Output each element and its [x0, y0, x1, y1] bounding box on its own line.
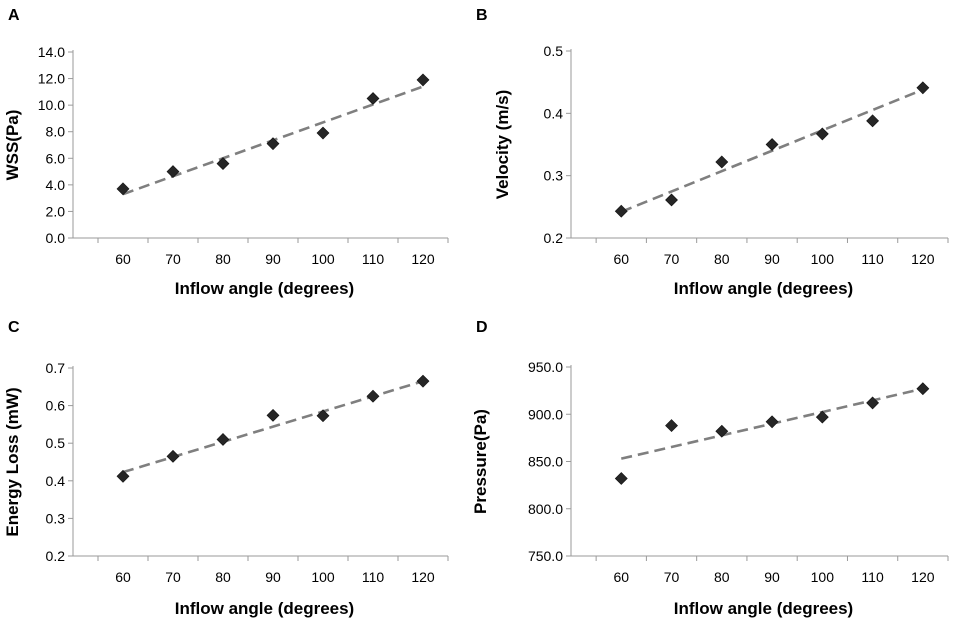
data-point-a-120: [416, 73, 430, 87]
chart-panel-c: C 0.2 0.3 0.4 0.5 0.6 0.7 60 70 80 90 100 110 120 Infl…: [0, 310, 478, 622]
data-point-a-70: [166, 165, 180, 178]
x-tick-label: 120: [911, 569, 935, 585]
x-tick-label: 70: [664, 569, 680, 585]
x-tick-label: 90: [265, 569, 281, 585]
data-point-a-90: [266, 137, 280, 151]
data-point-a-80: [216, 157, 230, 171]
x-axis-title: Inflow angle (degrees): [674, 599, 853, 618]
panel-letter-b: B: [476, 7, 488, 24]
x-tick-label: 90: [265, 251, 281, 267]
x-tick-label: 110: [362, 569, 385, 585]
x-tick-label: 60: [613, 569, 629, 585]
chart-panel-b: B 0.2 0.3 0.4 0.5 60 70 80 90 100 110 120 Inflow ang…: [476, 0, 957, 306]
y-tick-label: 0.5: [544, 43, 564, 59]
x-tick-label: 90: [764, 251, 780, 267]
x-tick-label: 100: [811, 251, 835, 267]
y-tick-label: 0.7: [46, 360, 66, 376]
y-tick-label: 900.0: [528, 406, 563, 422]
data-point-c-90: [266, 408, 280, 422]
data-point-b-80: [715, 155, 729, 169]
data-point-b-60: [614, 204, 628, 218]
x-tick-label: 100: [811, 569, 835, 585]
data-point-a-110: [366, 92, 380, 105]
y-axis-title: Pressure(Pa): [471, 409, 490, 514]
y-tick-label: 850.0: [528, 454, 563, 470]
y-tick-label: 12.0: [38, 71, 65, 87]
data-point-a-100: [316, 126, 330, 140]
y-tick-label: 0.2: [544, 230, 564, 246]
data-point-b-110: [866, 114, 880, 128]
y-tick-label: 2.0: [46, 203, 66, 219]
data-point-c-100: [316, 409, 330, 423]
x-tick-label: 110: [362, 251, 385, 267]
data-point-d-110: [866, 396, 880, 410]
x-tick-label: 120: [411, 251, 435, 267]
y-tick-label: 8.0: [46, 124, 66, 140]
y-tick-label: 750.0: [528, 548, 563, 564]
data-point-c-120: [416, 374, 430, 388]
y-tick-label: 0.2: [46, 548, 66, 564]
chart-b-svg: B 0.2 0.3 0.4 0.5 60 70 80 90 100 110 120 Inflow ang…: [476, 7, 949, 298]
y-tick-label: 0.4: [544, 105, 564, 121]
x-tick-label: 100: [311, 251, 335, 267]
x-tick-label: 120: [911, 251, 935, 267]
x-axis-title: Inflow angle (degrees): [674, 279, 853, 298]
panel-letter-c: C: [8, 319, 20, 336]
x-tick-label: 100: [311, 569, 335, 585]
x-tick-label: 80: [215, 251, 231, 267]
y-tick-label: 0.0: [46, 230, 66, 246]
x-tick-label: 120: [411, 569, 435, 585]
x-tick-label: 110: [861, 569, 884, 585]
data-point-c-70: [166, 449, 180, 463]
x-tick-label: 60: [613, 251, 629, 267]
y-axis-title: Velocity (m/s): [493, 90, 512, 200]
y-tick-label: 4.0: [46, 177, 66, 193]
y-axis-title: WSS(Pa): [3, 110, 22, 181]
data-point-c-60: [116, 469, 130, 483]
chart-panel-a: A 0.0 2.0 4.0 6.0 8.0 10.0 12.0 14.0 60 70 80 90 100 1…: [0, 0, 478, 306]
y-tick-label: 0.6: [46, 398, 66, 414]
chart-c-svg: C 0.2 0.3 0.4 0.5 0.6 0.7 60 70 80 90 100 110 120 Infl…: [3, 319, 449, 618]
x-axis-title: Inflow angle (degrees): [175, 599, 354, 618]
x-tick-label: 110: [861, 251, 884, 267]
data-point-d-90: [765, 415, 779, 429]
y-tick-label: 950.0: [528, 359, 563, 375]
x-tick-label: 80: [714, 569, 730, 585]
data-point-b-90: [765, 138, 779, 151]
x-tick-label: 60: [115, 251, 131, 267]
data-point-d-80: [715, 424, 729, 438]
x-tick-label: 70: [165, 569, 181, 585]
data-point-d-100: [815, 410, 829, 424]
x-tick-label: 80: [215, 569, 231, 585]
y-tick-label: 0.4: [46, 473, 66, 489]
data-point-b-70: [665, 193, 678, 207]
y-tick-label: 0.3: [544, 168, 564, 184]
chart-a-svg: A 0.0 2.0 4.0 6.0 8.0 10.0 12.0 14.0 60 70 80 90 100 1…: [3, 7, 449, 298]
y-tick-label: 800.0: [528, 501, 563, 517]
y-tick-label: 14.0: [38, 44, 65, 60]
data-point-c-80: [216, 433, 230, 446]
x-tick-label: 90: [764, 569, 780, 585]
x-tick-label: 70: [165, 251, 181, 267]
y-tick-label: 10.0: [38, 97, 65, 113]
data-point-d-60: [614, 472, 628, 485]
data-point-a-60: [116, 182, 130, 196]
x-tick-label: 70: [664, 251, 680, 267]
data-point-b-100: [815, 127, 829, 141]
data-point-d-70: [665, 419, 678, 433]
y-tick-label: 6.0: [46, 150, 66, 166]
y-tick-label: 0.3: [46, 510, 66, 526]
x-axis-title: Inflow angle (degrees): [175, 279, 354, 298]
y-axis-title: Energy Loss (mW): [3, 387, 22, 536]
data-point-d-120: [916, 382, 930, 396]
y-tick-label: 0.5: [46, 435, 66, 451]
x-tick-label: 80: [714, 251, 730, 267]
panel-letter-d: D: [476, 319, 488, 336]
panel-letter-a: A: [8, 7, 20, 24]
x-tick-label: 60: [115, 569, 131, 585]
data-point-c-110: [366, 389, 380, 403]
chart-d-svg: D 750.0 800.0 850.0 900.0 950.0 60 70 80 90 100 110…: [471, 319, 949, 618]
data-point-b-120: [916, 81, 930, 95]
chart-panel-d: D 750.0 800.0 850.0 900.0 950.0 60 70 80 90 100 110…: [471, 310, 957, 622]
